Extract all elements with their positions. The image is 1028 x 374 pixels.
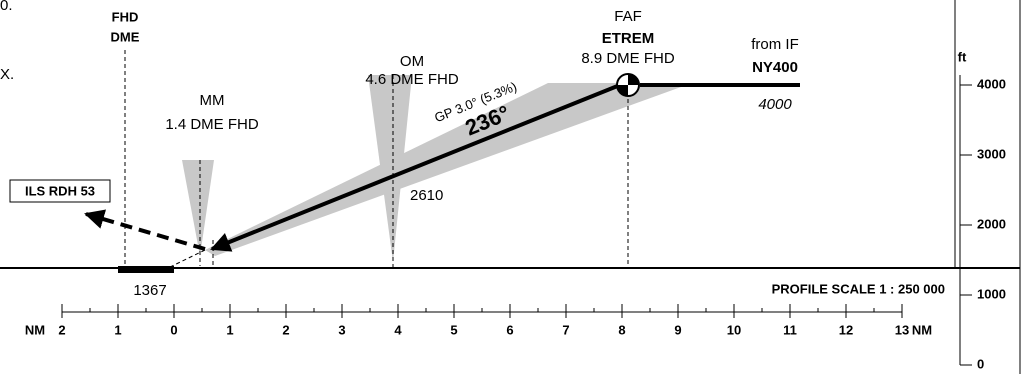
faf-symbol	[616, 73, 640, 97]
nm-tick-label: 1	[226, 322, 233, 337]
runway	[118, 266, 174, 273]
om-dist: 4.6 DME FHD	[365, 71, 459, 88]
nm-tick-label: 9	[674, 322, 681, 337]
nm-tick-label: 7	[562, 322, 569, 337]
alt-tick-label: 0	[977, 356, 984, 371]
alt-tick-label: 1000	[977, 286, 1006, 301]
fhd-label: FHD	[112, 9, 139, 24]
nm-tick-label: 8	[618, 322, 625, 337]
nm-tick-label: 2	[58, 322, 65, 337]
alt-tick-label: 2000	[977, 216, 1006, 231]
nm-tick-label: 11	[783, 322, 797, 337]
if-name: NY400	[752, 59, 798, 76]
ils-rdh-box	[9, 179, 111, 203]
ils-rdh: ILS RDH 53	[25, 183, 95, 198]
nm-unit: NM	[25, 322, 45, 337]
nm-tick-label: 0	[170, 322, 177, 337]
nm-tick-label: 10	[727, 322, 741, 337]
mm-cone	[182, 160, 214, 256]
nm-tick-label: 1	[114, 322, 121, 337]
nm-tick-label: 5	[450, 322, 457, 337]
fhd-label: DME	[111, 29, 140, 44]
fragment: X.	[0, 66, 14, 83]
threshold-elev: 1367	[133, 282, 166, 299]
nm-tick-label: 6	[506, 322, 513, 337]
alt-unit: ft	[958, 49, 967, 64]
om-cone	[368, 75, 412, 262]
faf-label: FAF	[614, 8, 642, 25]
mm-name: MM	[200, 92, 225, 109]
nm-tick-label: 2	[282, 322, 289, 337]
nm-tick-label: 3	[338, 322, 345, 337]
scale-note: PROFILE SCALE 1 : 250 000	[772, 281, 945, 296]
nm-tick-label: 12	[839, 322, 853, 337]
alt-tick-label: 3000	[977, 146, 1006, 161]
nm-tick-label: 13	[895, 322, 909, 337]
if-label: from IF	[751, 36, 799, 53]
glidepath-wedge	[205, 83, 692, 256]
om-alt: 2610	[410, 187, 443, 204]
mm-dist: 1.4 DME FHD	[165, 116, 259, 133]
fragment: 0.	[0, 0, 13, 14]
glidepath	[210, 83, 621, 252]
if-alt: 4000	[758, 96, 792, 113]
om-name: OM	[400, 53, 424, 70]
faf-name: ETREM	[602, 30, 655, 47]
nm-tick-label: 4	[394, 322, 402, 337]
nm-unit: NM	[912, 322, 932, 337]
faf-dist: 8.9 DME FHD	[581, 50, 675, 67]
missed-approach	[84, 209, 206, 251]
alt-tick-label: 4000	[977, 76, 1006, 91]
